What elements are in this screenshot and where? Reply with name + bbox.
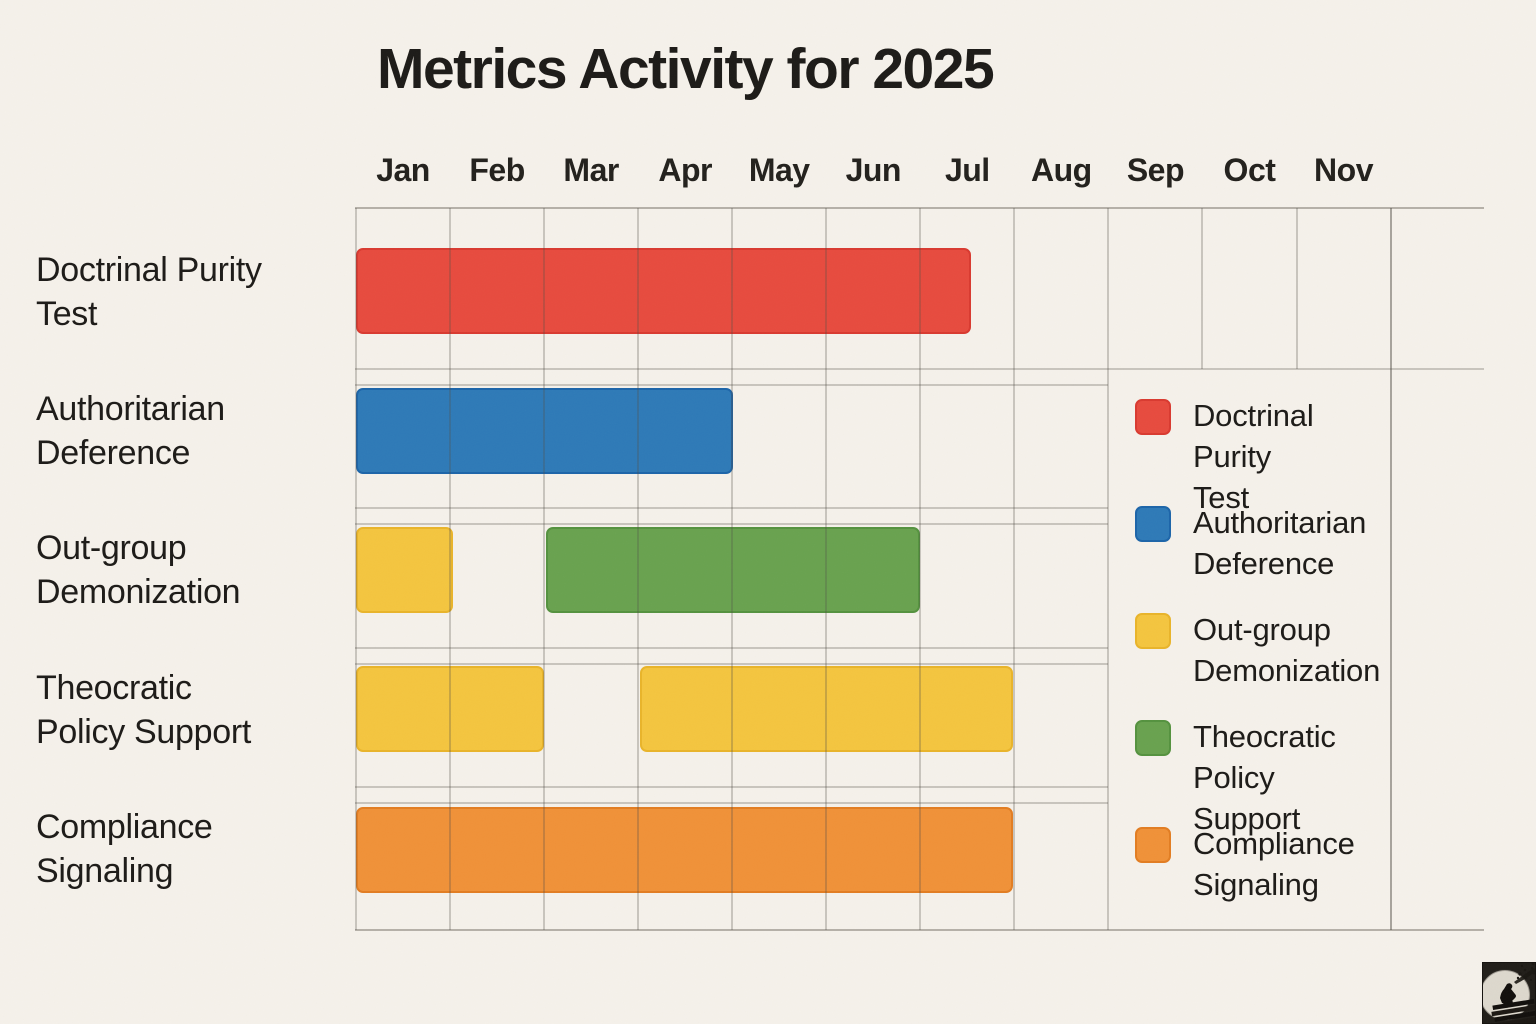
legend-item-label: Compliance Signaling	[1193, 826, 1355, 902]
grid-vline	[449, 207, 452, 930]
grid-vline	[731, 207, 734, 930]
grid-vline	[825, 207, 828, 930]
legend-item-label: Out-group Demonization	[1193, 612, 1381, 688]
legend-swatch-blue	[1135, 506, 1171, 542]
row-label-out-group-demonization: Out-group Demonization	[36, 529, 241, 611]
grid-vline	[1295, 207, 1298, 369]
row-label-theocratic-policy-support: Theocratic Policy Support	[36, 668, 252, 751]
legend-item-label: Authoritarian Deference	[1193, 505, 1367, 581]
grid-vline	[1201, 207, 1204, 369]
grid-vline	[543, 207, 546, 930]
legend-item-doctrinal-purity-test: Doctrinal Purity Test	[1135, 398, 1314, 518]
legend-swatch-red	[1135, 399, 1171, 435]
chart-title: Metrics Activity for 2025	[377, 37, 995, 101]
legend-item-theocratic-policy-support: Theocratic Policy Support	[1135, 719, 1336, 839]
grid-vline	[1013, 207, 1016, 930]
grid-vline	[919, 207, 922, 930]
row-label-compliance-signaling: Compliance Signaling	[36, 808, 213, 890]
month-label-nov: Nov	[1314, 152, 1373, 188]
bar-compliance-signaling-0	[356, 807, 1014, 893]
row-label-authoritarian-deference: Authoritarian Deference	[36, 390, 225, 472]
legend-item-out-group-demonization: Out-group Demonization	[1135, 612, 1380, 691]
bar-out-group-demonization-0	[356, 527, 453, 613]
legend-item-label: Doctrinal Purity Test	[1193, 398, 1314, 515]
grid-vline	[355, 207, 357, 930]
legend-item-compliance-signaling: Compliance Signaling	[1135, 826, 1355, 905]
legend-item-authoritarian-deference: Authoritarian Deference	[1135, 505, 1366, 584]
row-label-doctrinal-purity-test: Doctrinal Purity Test	[36, 251, 262, 333]
figure-reading-on-book-stack-with-moon-illustration-icon	[1482, 962, 1536, 1024]
legend-swatch-green	[1135, 720, 1171, 756]
grid-vline	[1389, 207, 1392, 930]
legend-swatch-yellow	[1135, 613, 1171, 649]
legend-item-label: Theocratic Policy Support	[1193, 719, 1336, 836]
grid-vline	[637, 207, 640, 930]
legend-swatch-orange	[1135, 827, 1171, 863]
grid-vline	[1107, 207, 1110, 930]
